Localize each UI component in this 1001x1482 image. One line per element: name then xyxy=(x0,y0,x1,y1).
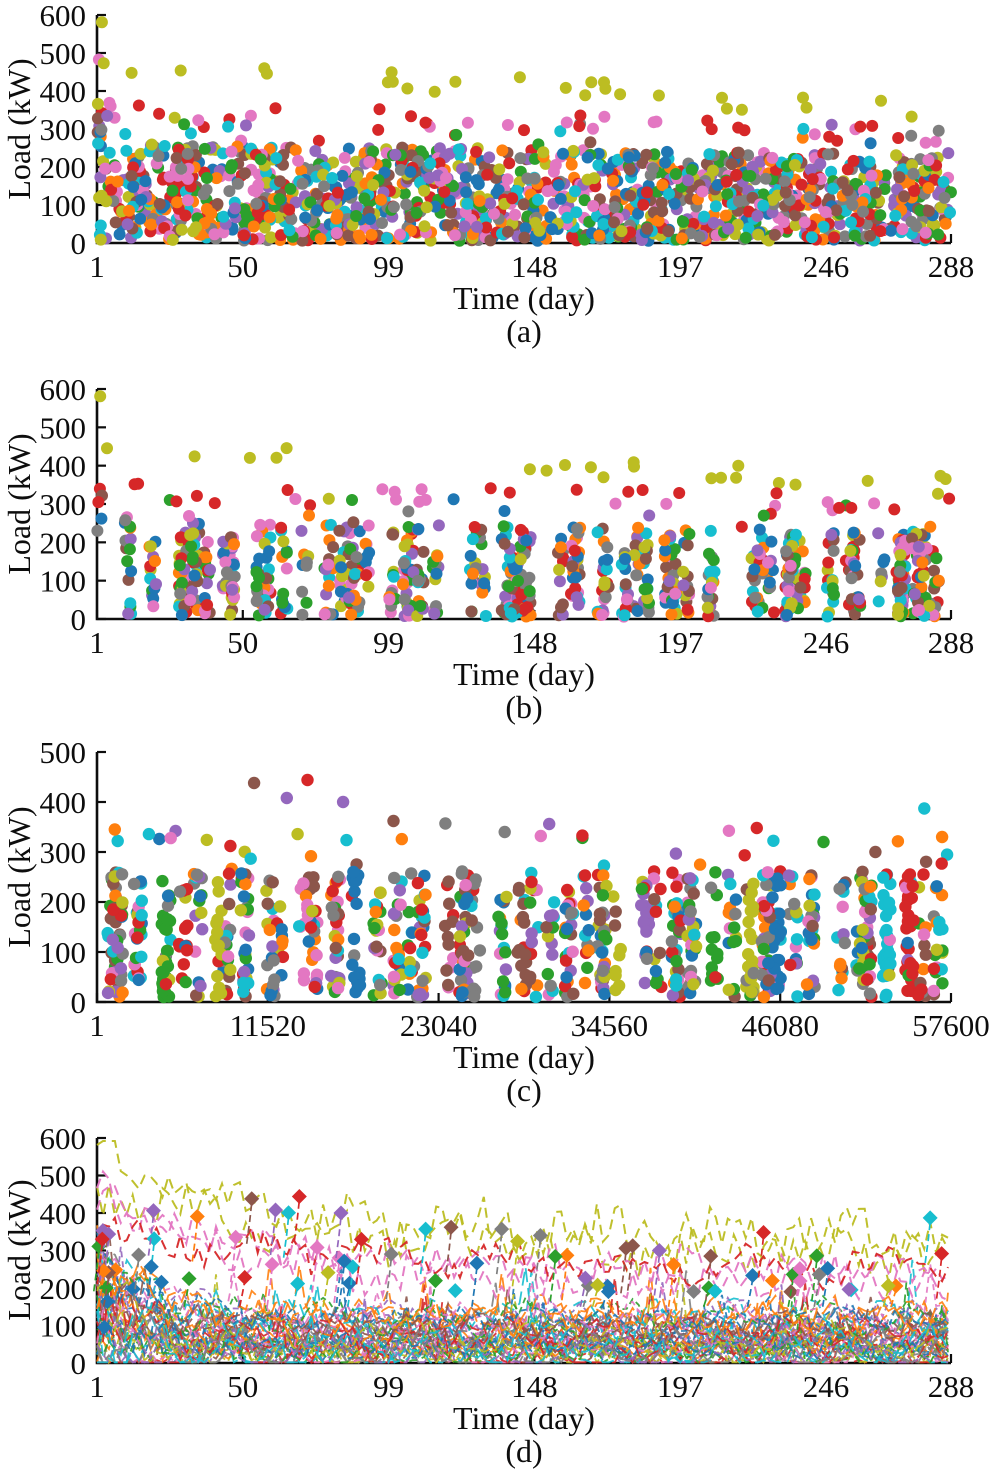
y-tick-label: 300 xyxy=(40,1234,87,1269)
x-tick-label: 246 xyxy=(803,249,850,284)
y-tick-label: 600 xyxy=(40,1121,87,1156)
caption-c: (c) xyxy=(506,1072,542,1108)
caption-b: (b) xyxy=(505,689,542,725)
x-axis-label-d: Time (day) xyxy=(453,1400,595,1436)
x-tick-label: 197 xyxy=(657,625,704,660)
y-tick-label: 600 xyxy=(40,372,87,407)
y-axis-label-d: Load (kW) xyxy=(1,1179,37,1320)
y-tick-label: 500 xyxy=(40,735,87,770)
y-tick-label: 200 xyxy=(40,885,87,920)
x-tick-label: 99 xyxy=(373,625,404,660)
x-tick-label: 1 xyxy=(89,249,105,284)
y-tick-label: 500 xyxy=(40,1159,87,1194)
x-tick-label: 246 xyxy=(803,1369,850,1404)
y-tick-label: 100 xyxy=(40,935,87,970)
y-tick-label: 200 xyxy=(40,150,87,185)
x-tick-label: 288 xyxy=(928,625,975,660)
y-tick-label: 300 xyxy=(40,835,87,870)
x-tick-label: 50 xyxy=(227,1369,258,1404)
scatter-points xyxy=(91,16,957,247)
y-tick-label: 100 xyxy=(40,564,87,599)
y-tick-label: 300 xyxy=(40,487,87,522)
x-tick-label: 197 xyxy=(657,1369,704,1404)
y-tick-label: 400 xyxy=(40,449,87,484)
line-series xyxy=(96,1140,949,1365)
y-axis-label-b: Load (kW) xyxy=(1,433,37,574)
x-tick-label: 288 xyxy=(928,249,975,284)
y-tick-label: 0 xyxy=(71,985,87,1020)
x-tick-label: 148 xyxy=(511,1369,558,1404)
x-tick-label: 1 xyxy=(89,625,105,660)
y-tick-label: 400 xyxy=(40,1196,87,1231)
x-axis-label-c: Time (day) xyxy=(453,1039,595,1075)
x-tick-label: 50 xyxy=(227,249,258,284)
y-tick-label: 100 xyxy=(40,188,87,223)
y-tick-label: 400 xyxy=(40,74,87,109)
x-tick-label: 148 xyxy=(511,625,558,660)
x-axis-label-b: Time (day) xyxy=(453,656,595,692)
diamond-markers xyxy=(91,1189,950,1335)
x-tick-label: 1 xyxy=(89,1369,105,1404)
scatter-points xyxy=(101,773,954,1004)
caption-a: (a) xyxy=(506,313,542,349)
y-tick-label: 400 xyxy=(40,785,87,820)
y-tick-label: 0 xyxy=(71,226,87,261)
y-tick-label: 200 xyxy=(40,525,87,560)
scatter-points xyxy=(91,390,956,623)
x-tick-label: 99 xyxy=(373,249,404,284)
x-tick-label: 197 xyxy=(657,249,704,284)
x-tick-label: 50 xyxy=(227,625,258,660)
x-tick-label: 99 xyxy=(373,1369,404,1404)
x-tick-label: 57600 xyxy=(912,1008,990,1043)
y-tick-label: 0 xyxy=(71,602,87,637)
y-tick-label: 500 xyxy=(40,410,87,445)
y-tick-label: 300 xyxy=(40,112,87,147)
caption-d: (d) xyxy=(505,1433,542,1469)
x-tick-label: 1 xyxy=(89,1008,105,1043)
y-axis-label-c: Load (kW) xyxy=(1,806,37,947)
x-axis-label-a: Time (day) xyxy=(453,280,595,316)
x-tick-label: 46080 xyxy=(741,1008,819,1043)
y-axis-label-a: Load (kW) xyxy=(1,58,37,199)
subplot-c: 0 100 200 300 400 500 1 11520 23040 34560 46080 576… xyxy=(40,735,990,1043)
x-tick-label: 148 xyxy=(511,249,558,284)
y-tick-label: 100 xyxy=(40,1309,87,1344)
y-tick-label: 500 xyxy=(40,36,87,71)
x-tick-label: 23040 xyxy=(400,1008,478,1043)
y-tick-label: 0 xyxy=(71,1346,87,1381)
x-tick-label: 34560 xyxy=(571,1008,649,1043)
x-tick-label: 288 xyxy=(928,1369,975,1404)
y-tick-label: 600 xyxy=(40,0,87,33)
x-tick-label: 11520 xyxy=(230,1008,306,1043)
x-tick-label: 246 xyxy=(803,625,850,660)
y-tick-label: 200 xyxy=(40,1271,87,1306)
